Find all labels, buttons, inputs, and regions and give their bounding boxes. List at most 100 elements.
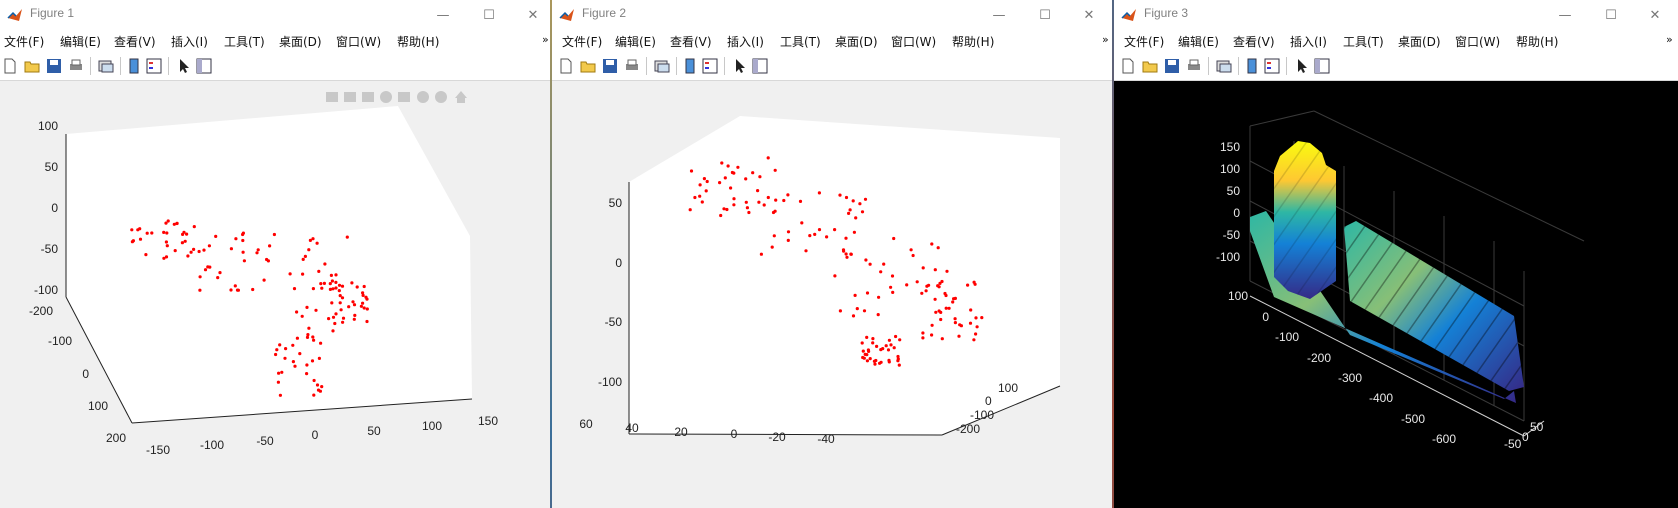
- menu-edit[interactable]: 编辑(E): [1178, 35, 1219, 49]
- open-file-icon[interactable]: [1142, 58, 1158, 74]
- figure-canvas[interactable]: 100 50 0 -50 -100 -200 -100 0 100 200 -150 -100 -5…: [0, 81, 550, 508]
- point: [330, 301, 334, 305]
- menu-view[interactable]: 查看(V): [114, 35, 156, 49]
- menu-window[interactable]: 窗口(W): [336, 35, 382, 49]
- legend-icon[interactable]: [1264, 58, 1280, 74]
- menu-desktop[interactable]: 桌面(D): [279, 35, 322, 49]
- point: [718, 181, 722, 185]
- new-figure-icon[interactable]: [2, 58, 18, 74]
- toolbar-separator: [1238, 57, 1239, 75]
- point: [772, 234, 776, 238]
- menu-insert[interactable]: 插入(I): [171, 35, 208, 49]
- new-figure-icon[interactable]: [1120, 58, 1136, 74]
- menu-file[interactable]: 文件(F): [1124, 35, 1165, 49]
- figure-3-window[interactable]: Figure 3 — ☐ ✕ 文件(F) 编辑(E) 查看(V) 插入(I) 工…: [1114, 0, 1678, 508]
- open-file-icon[interactable]: [24, 58, 40, 74]
- more-icon[interactable]: »: [542, 33, 549, 46]
- property-inspector-icon[interactable]: [1314, 58, 1330, 74]
- point: [817, 191, 821, 195]
- zoom-out-icon[interactable]: [435, 91, 447, 103]
- save-icon[interactable]: [602, 58, 618, 74]
- close-button[interactable]: ✕: [1083, 7, 1095, 23]
- property-inspector-icon[interactable]: [196, 58, 212, 74]
- brush-icon[interactable]: [344, 92, 356, 102]
- home-icon[interactable]: [455, 91, 467, 103]
- minimize-button[interactable]: —: [436, 7, 450, 23]
- menu-insert[interactable]: 插入(I): [1290, 35, 1327, 49]
- figure-2-window[interactable]: Figure 2 — ☐ ✕ 文件(F) 编辑(E) 查看(V) 插入(I) 工…: [552, 0, 1112, 508]
- menu-view[interactable]: 查看(V): [670, 35, 712, 49]
- menu-view[interactable]: 查看(V): [1233, 35, 1275, 49]
- maximize-button[interactable]: ☐: [483, 7, 495, 23]
- property-inspector-icon[interactable]: [752, 58, 768, 74]
- new-figure-icon[interactable]: [558, 58, 574, 74]
- pointer-icon[interactable]: [176, 58, 192, 74]
- menu-edit[interactable]: 编辑(E): [615, 35, 656, 49]
- point: [698, 194, 702, 198]
- link-plot-icon[interactable]: [98, 58, 114, 74]
- menu-window[interactable]: 窗口(W): [891, 35, 937, 49]
- axes-toolbar[interactable]: [326, 91, 467, 103]
- figure-canvas[interactable]: 150 100 50 0 -50 -100 100 0 -100 -200 -300 -400 -50…: [1114, 81, 1678, 508]
- point: [930, 242, 934, 246]
- minimize-button[interactable]: —: [1558, 7, 1572, 23]
- menu-desktop[interactable]: 桌面(D): [835, 35, 878, 49]
- close-button[interactable]: ✕: [1649, 7, 1661, 23]
- menu-desktop[interactable]: 桌面(D): [1398, 35, 1441, 49]
- pan-icon[interactable]: [398, 92, 410, 102]
- link-plot-icon[interactable]: [1216, 58, 1232, 74]
- link-plot-icon[interactable]: [654, 58, 670, 74]
- axes-3d-scatter-1[interactable]: 100 50 0 -50 -100 -200 -100 0 100 200 -150 -100 -5…: [0, 81, 550, 508]
- point: [862, 309, 867, 313]
- zoom-in-icon[interactable]: [417, 91, 429, 103]
- print-icon[interactable]: [1186, 58, 1202, 74]
- legend-icon[interactable]: [146, 58, 162, 74]
- point: [974, 316, 978, 320]
- maximize-button[interactable]: ☐: [1605, 7, 1617, 23]
- title-bar[interactable]: Figure 2 — ☐ ✕: [552, 0, 1112, 30]
- figure-1-window[interactable]: Figure 1 — ☐ ✕ 文件(F) 编辑(E) 查看(V) 插入(I) 工…: [0, 0, 550, 508]
- menu-file[interactable]: 文件(F): [562, 35, 603, 49]
- menu-help[interactable]: 帮助(H): [952, 35, 995, 49]
- save-icon[interactable]: [1164, 58, 1180, 74]
- menu-help[interactable]: 帮助(H): [397, 35, 440, 49]
- window-title: Figure 1: [30, 6, 75, 20]
- point: [890, 274, 895, 278]
- print-icon[interactable]: [624, 58, 640, 74]
- figure-canvas[interactable]: 50 0 -50 -100 60 40 20 0 -20 -40 100 0 -100 -200: [552, 81, 1112, 508]
- menu-file[interactable]: 文件(F): [4, 35, 45, 49]
- menu-edit[interactable]: 编辑(E): [60, 35, 101, 49]
- close-button[interactable]: ✕: [527, 7, 539, 23]
- menu-tools[interactable]: 工具(T): [224, 35, 265, 49]
- menu-insert[interactable]: 插入(I): [727, 35, 764, 49]
- point: [817, 228, 822, 232]
- maximize-button[interactable]: ☐: [1039, 7, 1051, 23]
- open-file-icon[interactable]: [580, 58, 596, 74]
- minimize-button[interactable]: —: [992, 7, 1006, 23]
- point: [312, 338, 316, 342]
- save-icon[interactable]: [46, 58, 62, 74]
- menu-tools[interactable]: 工具(T): [1343, 35, 1384, 49]
- point: [162, 256, 166, 260]
- menu-tools[interactable]: 工具(T): [780, 35, 821, 49]
- legend-icon[interactable]: [702, 58, 718, 74]
- point: [181, 232, 185, 236]
- menu-help[interactable]: 帮助(H): [1516, 35, 1559, 49]
- print-icon[interactable]: [68, 58, 84, 74]
- point: [164, 255, 169, 259]
- more-icon[interactable]: »: [1666, 33, 1673, 46]
- title-bar[interactable]: Figure 3 — ☐ ✕: [1114, 0, 1678, 30]
- more-icon[interactable]: »: [1102, 33, 1109, 46]
- colorbar-icon[interactable]: [1244, 58, 1260, 74]
- colorbar-icon[interactable]: [682, 58, 698, 74]
- title-bar[interactable]: Figure 1 — ☐ ✕: [0, 0, 550, 30]
- pointer-icon[interactable]: [1294, 58, 1310, 74]
- rotate-icon[interactable]: [380, 91, 392, 103]
- menu-window[interactable]: 窗口(W): [1455, 35, 1501, 49]
- export-icon[interactable]: [326, 92, 338, 102]
- colorbar-icon[interactable]: [126, 58, 142, 74]
- datatip-icon[interactable]: [362, 92, 374, 102]
- pointer-icon[interactable]: [732, 58, 748, 74]
